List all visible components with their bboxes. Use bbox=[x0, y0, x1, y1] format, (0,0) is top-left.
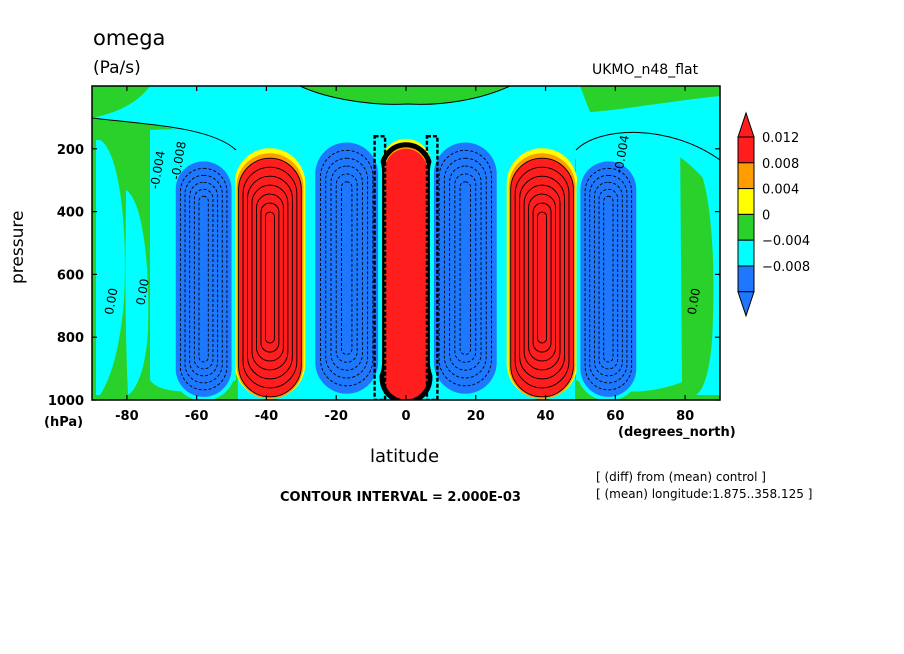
cell-3-red bbox=[238, 158, 302, 397]
chart-title: omega bbox=[93, 26, 166, 50]
zero-region-sw-top bbox=[92, 86, 150, 118]
cell-4-contour-0 bbox=[510, 157, 574, 398]
zero-contour-sw bbox=[92, 117, 237, 151]
y-tick-label-1: 400 bbox=[57, 206, 84, 221]
cell-3-contour-3 bbox=[251, 184, 289, 371]
cyan-inlet-ne bbox=[696, 170, 720, 395]
cell-2-contour-5 bbox=[459, 181, 471, 355]
y-axis-units: (hPa) bbox=[44, 415, 84, 430]
cell-0-red bbox=[385, 148, 427, 400]
cell-4-contour-6 bbox=[537, 211, 548, 344]
cell-4-contour-5 bbox=[532, 202, 552, 353]
dense-band-1 bbox=[425, 135, 439, 400]
cell-2-contour-1 bbox=[438, 149, 492, 387]
contour-label-5: 0.00 bbox=[685, 287, 703, 316]
x-tick-label-0: -80 bbox=[115, 409, 139, 424]
y-tick-label-4: 1000 bbox=[48, 394, 84, 409]
colorbar-bottom-arrow bbox=[737, 291, 755, 318]
x-tick-label-6: 40 bbox=[537, 409, 555, 424]
cell-3-contour-6 bbox=[264, 211, 275, 344]
cyan-inlet-sw2 bbox=[125, 190, 149, 395]
x-tick-label-5: 20 bbox=[467, 409, 485, 424]
cell-2-core bbox=[433, 142, 497, 394]
note-mean-longitude: [ (mean) longitude:1.875..358.125 ] bbox=[596, 487, 813, 501]
contour-label-1: -0.008 bbox=[168, 140, 189, 181]
colorbar-top-arrow bbox=[737, 111, 755, 138]
cell-5-contour-2 bbox=[184, 174, 223, 384]
model-label: UKMO_n48_flat bbox=[592, 62, 699, 78]
zero-region-top bbox=[300, 86, 510, 105]
cell-4-contour-3 bbox=[523, 184, 561, 371]
cell-5-contour-5 bbox=[198, 195, 209, 363]
colorbar-label-0: 0.012 bbox=[762, 131, 799, 146]
colorbar-swatch-2 bbox=[737, 188, 755, 215]
cell-4-red bbox=[510, 158, 574, 397]
cell-1-contour-3 bbox=[330, 165, 363, 371]
colorbar-swatch-0 bbox=[737, 136, 755, 164]
colorbar-swatch-1 bbox=[737, 162, 755, 190]
colorbar: 0.012 0.008 0.004 0 −0.004 −0.008 bbox=[737, 111, 810, 318]
y-tick-label-2: 600 bbox=[57, 268, 84, 283]
cell-4-contour-2 bbox=[519, 175, 565, 380]
zero-contour-ne bbox=[575, 131, 720, 161]
cell-2-contour-3 bbox=[449, 165, 482, 371]
colorbar-swatch-3 bbox=[737, 213, 755, 241]
cell-6-contour-1 bbox=[584, 167, 633, 391]
cell-2-contour-2 bbox=[443, 157, 487, 379]
cell-6-contour-2 bbox=[589, 174, 628, 384]
x-tick-label-8: 80 bbox=[676, 409, 694, 424]
colorbar-label-3: 0 bbox=[762, 208, 770, 223]
zero-contour-top bbox=[299, 86, 511, 105]
cell-6-contour-5 bbox=[603, 195, 614, 363]
colorbar-label-4: −0.004 bbox=[762, 234, 810, 249]
zero-region-ne-top bbox=[580, 86, 720, 112]
x-axis-label: latitude bbox=[370, 446, 440, 467]
cell-1-contour-5 bbox=[341, 181, 353, 355]
contour-label-2: 0.00 bbox=[102, 287, 120, 316]
x-tick-label-1: -60 bbox=[185, 409, 209, 424]
cell-3-contour-1 bbox=[242, 166, 298, 389]
cell-6-contour-3 bbox=[593, 181, 623, 377]
cell-1-contour-2 bbox=[325, 157, 369, 379]
x-axis-units: (degrees_north) bbox=[618, 425, 736, 440]
contour-label-0: -0.004 bbox=[147, 150, 168, 191]
cell-1-contour-1 bbox=[320, 149, 374, 387]
cyan-inlet-sw bbox=[96, 140, 125, 395]
cell-2-contour-4 bbox=[454, 173, 477, 363]
colorbar-swatch-5 bbox=[737, 265, 755, 293]
x-tick-label-7: 60 bbox=[606, 409, 624, 424]
note-diff-from: [ (diff) from (mean) control ] bbox=[596, 470, 766, 484]
cell-1-core bbox=[315, 142, 379, 394]
x-tick-label-3: -20 bbox=[324, 409, 348, 424]
chart-units: (Pa/s) bbox=[93, 58, 141, 78]
y-tick-label-3: 800 bbox=[57, 331, 84, 346]
colorbar-swatch-4 bbox=[737, 239, 755, 267]
colorbar-label-2: 0.004 bbox=[762, 183, 799, 198]
cell-5-contour-1 bbox=[179, 167, 228, 391]
cell-4-contour-4 bbox=[528, 193, 556, 362]
cell-4-contour-1 bbox=[514, 166, 570, 389]
contour-label-3: 0.00 bbox=[134, 278, 152, 307]
dense-band-0 bbox=[373, 135, 387, 400]
contour-interval-text: CONTOUR INTERVAL = 2.000E-03 bbox=[280, 490, 521, 505]
cell-3-contour-0 bbox=[238, 157, 302, 398]
cell-6-contour-4 bbox=[598, 188, 619, 370]
cell-3-contour-5 bbox=[260, 202, 280, 353]
x-tick-label-2: -40 bbox=[255, 409, 279, 424]
y-tick-label-0: 200 bbox=[57, 143, 84, 158]
colorbar-label-5: −0.008 bbox=[762, 260, 810, 275]
cell-3-contour-2 bbox=[247, 175, 293, 380]
colorbar-label-1: 0.008 bbox=[762, 157, 799, 172]
cell-5-contour-3 bbox=[189, 181, 219, 377]
contour-label-4: -0.004 bbox=[611, 134, 632, 175]
cell-5-contour-4 bbox=[193, 188, 214, 370]
cell-3-contour-4 bbox=[256, 193, 284, 362]
x-tick-label-4: 0 bbox=[401, 409, 410, 424]
axes: -80 -60 -40 -20 0 20 40 60 80 200 400 600 800 1000 bbox=[48, 85, 721, 424]
cell-1-contour-4 bbox=[335, 173, 358, 363]
